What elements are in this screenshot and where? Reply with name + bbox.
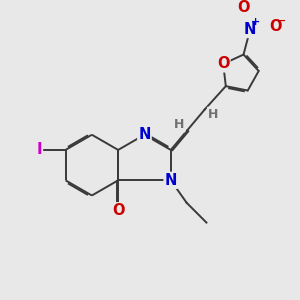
Text: H: H bbox=[208, 108, 218, 121]
Text: +: + bbox=[251, 17, 261, 27]
Text: O: O bbox=[217, 56, 230, 71]
Text: H: H bbox=[174, 118, 184, 131]
Text: N: N bbox=[244, 22, 256, 37]
Text: O: O bbox=[269, 19, 281, 34]
Text: N: N bbox=[138, 127, 151, 142]
Text: O: O bbox=[237, 0, 250, 14]
Text: I: I bbox=[36, 142, 42, 158]
Text: −: − bbox=[276, 16, 286, 26]
Text: O: O bbox=[112, 203, 124, 218]
Text: N: N bbox=[165, 173, 177, 188]
